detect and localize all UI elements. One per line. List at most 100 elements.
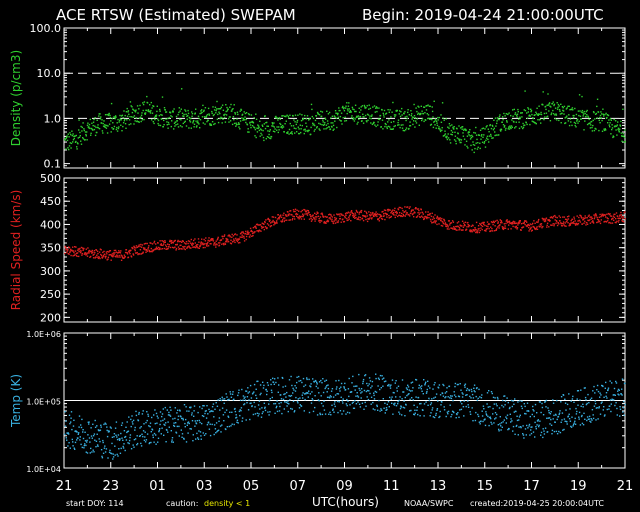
temp-ytick-label: 1.0E+04	[26, 465, 61, 474]
speed-point	[263, 223, 265, 225]
temp-point	[609, 380, 611, 382]
speed-point	[135, 245, 138, 247]
speed-point	[214, 244, 217, 246]
temp-point	[521, 407, 523, 410]
temp-point	[479, 396, 481, 398]
temp-point	[361, 402, 364, 404]
temp-point	[530, 429, 532, 431]
density-point	[381, 109, 383, 111]
density-point	[211, 121, 214, 123]
temp-point	[500, 429, 502, 431]
density-point	[215, 108, 218, 110]
density-point	[293, 127, 295, 129]
temp-point	[260, 416, 263, 418]
temp-point	[504, 395, 506, 397]
density-point	[112, 128, 115, 130]
density-point	[196, 121, 198, 124]
density-point	[191, 111, 193, 113]
density-point	[242, 117, 245, 120]
density-point	[339, 109, 341, 112]
speed-point	[88, 252, 90, 254]
density-point	[155, 114, 157, 117]
density-point	[178, 111, 180, 114]
density-point	[171, 120, 173, 122]
density-point	[463, 129, 465, 131]
speed-point	[356, 210, 358, 213]
temp-point	[299, 404, 301, 406]
density-point	[148, 110, 150, 113]
speed-point	[570, 222, 572, 224]
speed-point	[520, 229, 522, 231]
temp-point	[530, 432, 533, 435]
density-point	[132, 116, 134, 118]
density-point	[179, 118, 181, 120]
temp-point	[243, 403, 245, 406]
temp-point	[349, 404, 351, 406]
speed-point	[383, 209, 386, 211]
temp-point	[266, 382, 269, 384]
speed-point	[455, 229, 457, 231]
temp-point	[185, 418, 187, 421]
density-point	[292, 115, 294, 117]
speed-point	[569, 224, 572, 226]
density-point	[366, 121, 368, 123]
speed-point	[258, 224, 260, 226]
density-point	[355, 116, 358, 119]
temp-point	[442, 383, 444, 386]
density-point	[113, 116, 115, 118]
density-point	[590, 120, 593, 123]
speed-point	[389, 209, 391, 211]
temp-point	[401, 398, 403, 400]
density-point	[231, 123, 234, 126]
density-point	[256, 127, 258, 129]
temp-point	[148, 425, 150, 427]
speed-point	[171, 241, 173, 244]
density-point	[168, 123, 170, 125]
speed-point	[262, 226, 264, 228]
density-point	[106, 132, 109, 134]
temp-point	[201, 415, 204, 417]
temp-point	[434, 396, 437, 398]
density-point	[118, 121, 120, 123]
temp-point	[524, 405, 526, 408]
density-point	[154, 118, 156, 121]
speed-point	[234, 233, 237, 235]
temp-point	[534, 436, 536, 438]
density-point	[471, 134, 473, 137]
speed-point	[314, 220, 316, 222]
density-point	[334, 120, 336, 122]
temp-point	[84, 440, 87, 442]
density-point	[392, 101, 394, 104]
temp-point	[212, 410, 214, 413]
temp-point	[391, 379, 394, 381]
speed-point	[204, 246, 206, 249]
density-point	[565, 116, 567, 118]
temp-point	[385, 380, 387, 382]
density-point	[512, 115, 514, 117]
density-point	[383, 109, 386, 112]
speed-point	[186, 247, 188, 249]
speed-point	[559, 216, 562, 219]
density-point	[491, 137, 493, 139]
speed-point	[316, 211, 318, 213]
temp-point	[542, 436, 544, 439]
speed-point	[415, 207, 417, 209]
temp-point	[272, 377, 274, 379]
density-point	[244, 112, 247, 115]
temp-point	[291, 408, 293, 410]
density-point	[265, 138, 267, 140]
temp-point	[241, 420, 243, 422]
density-point	[236, 111, 239, 113]
temp-point	[362, 382, 364, 385]
speed-point	[222, 237, 224, 240]
speed-point	[308, 218, 311, 220]
speed-point	[234, 241, 236, 244]
speed-point	[80, 246, 83, 249]
speed-point	[613, 213, 615, 216]
density-point	[185, 125, 188, 127]
temp-point	[177, 409, 179, 411]
temp-point	[377, 385, 379, 387]
speed-point	[309, 214, 311, 216]
speed-point	[102, 251, 104, 254]
speed-point	[278, 218, 280, 220]
